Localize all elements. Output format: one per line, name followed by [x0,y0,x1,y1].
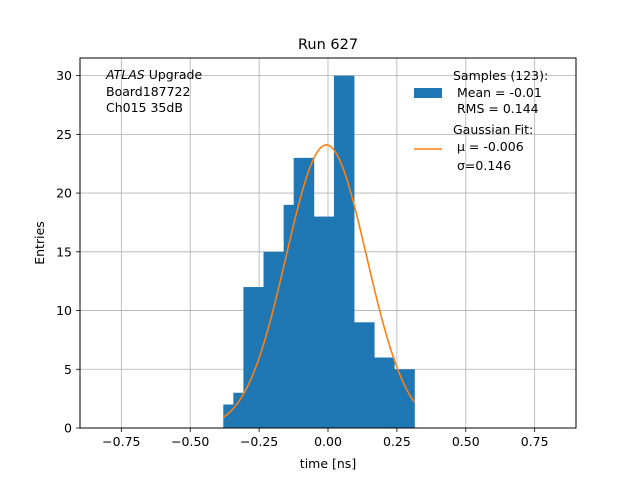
x-tick-label: 0.00 [314,434,342,449]
histogram-bar [303,157,315,429]
legend: Samples (123): Mean = -0.01 RMS = 0.144 … [414,68,548,173]
legend-fit-title: Gaussian Fit: [453,122,533,137]
histogram-bar [273,251,285,428]
x-tick-label: −0.25 [240,434,278,449]
x-axis-label: time [ns] [300,456,356,471]
y-tick-label: 20 [56,186,72,201]
histogram-bar [354,322,365,428]
histogram-bar [323,216,335,428]
y-tick-label: 0 [64,421,72,436]
board-label: Board187722 [106,84,190,99]
svg-text:ATLAS Upgrade: ATLAS Upgrade [105,67,202,82]
y-axis-label: Entries [32,221,47,265]
histogram-bar [293,157,305,429]
legend-samples-title: Samples (123): [453,68,548,83]
y-tick-label: 25 [56,127,72,142]
x-tick-label: −0.50 [171,434,209,449]
x-tick-label: 0.25 [383,434,411,449]
x-tick-label: −0.75 [102,434,140,449]
histogram-bar [384,357,395,428]
y-tick-label: 15 [56,244,72,259]
x-tick-label: 0.50 [452,434,480,449]
gaussian-fit [222,144,416,419]
upgrade-label: Upgrade [145,67,203,82]
gaussian-fit-curve [222,144,416,419]
legend-fit-sigma: σ=0.146 [457,158,511,173]
y-tick-label: 30 [56,68,72,83]
histogram-bar [233,392,244,428]
legend-samples-rms: RMS = 0.144 [457,101,539,116]
x-tick-label: 0.75 [521,434,549,449]
histogram-bar [374,357,385,428]
histogram-bar [343,75,355,428]
histogram-bar [364,322,375,428]
y-axis-ticks: 0 5 10 15 20 25 30 [56,68,80,436]
x-axis-ticks: −0.75 −0.50 −0.25 0.00 0.25 0.50 0.75 [102,428,549,449]
histogram-bar [394,369,405,428]
histogram-bar [283,204,295,428]
legend-swatch-samples [414,88,442,98]
histogram-bar [263,251,274,428]
chart-title: Run 627 [298,37,358,53]
legend-samples-mean: Mean = -0.01 [457,85,542,100]
histogram-bar [313,216,325,428]
atlas-annotation: ATLAS Upgrade Board187722 Ch015 35dB [105,67,202,115]
y-tick-label: 10 [56,303,72,318]
channel-label: Ch015 35dB [106,100,183,115]
legend-fit-mu: μ = -0.006 [457,139,524,154]
histogram-bar [333,75,345,428]
y-tick-label: 5 [64,362,72,377]
histogram-bar [223,404,234,428]
histogram-bar [404,369,415,428]
histogram-bar [243,287,254,428]
atlas-label: ATLAS [105,67,145,82]
